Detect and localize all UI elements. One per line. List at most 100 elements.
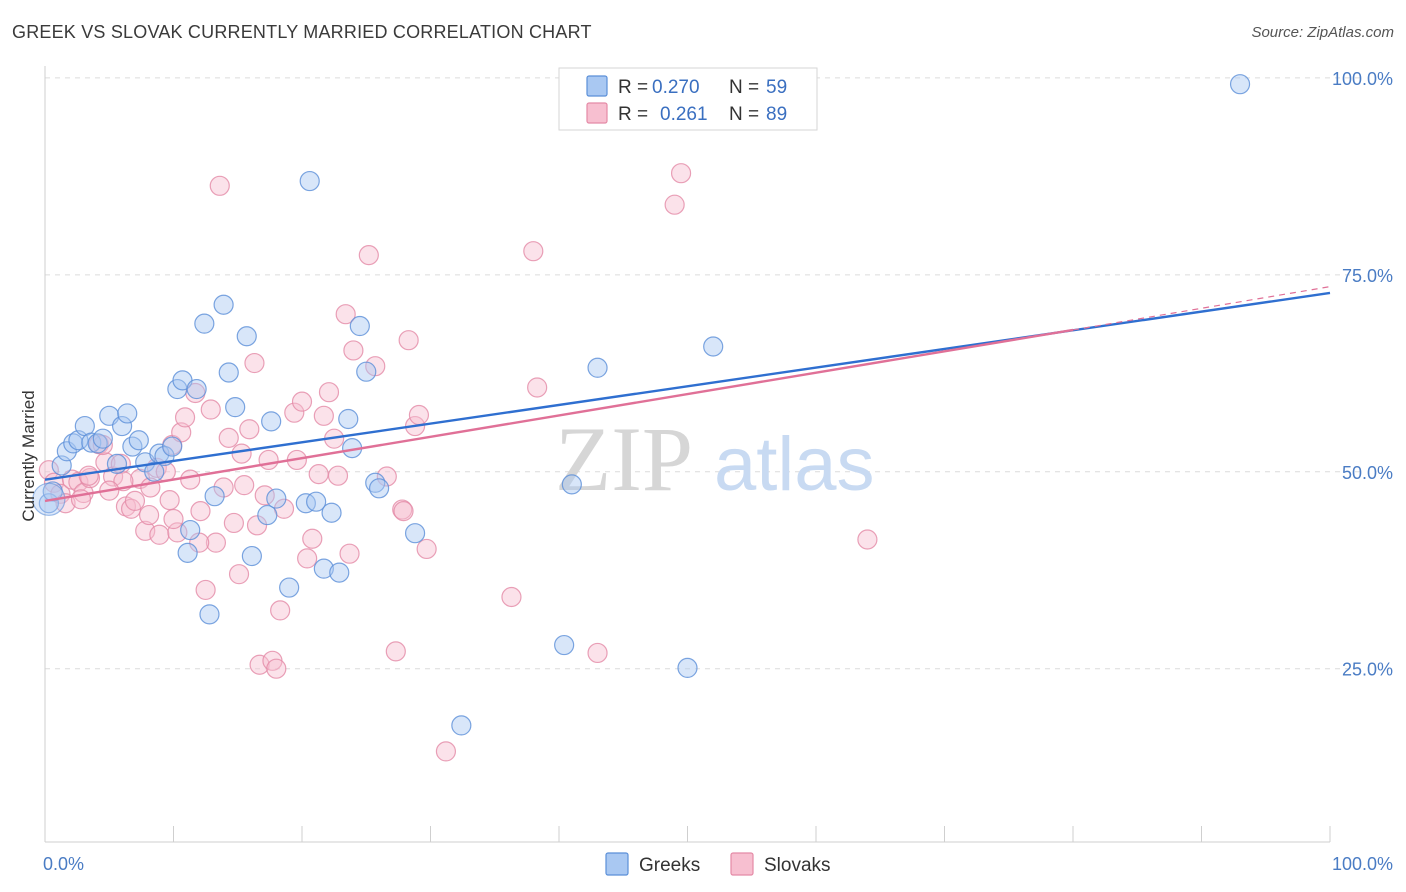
point-slovaks <box>297 548 318 569</box>
legend-r-value-greeks: 0.270 <box>652 77 700 98</box>
bottom-legend: Greeks Slovaks <box>605 852 831 876</box>
point-slovaks <box>408 404 430 426</box>
bottom-legend-swatch-greeks <box>605 852 629 876</box>
point-greeks <box>313 558 334 579</box>
point-slovaks <box>398 330 419 351</box>
point-greeks <box>218 362 239 383</box>
point-slovaks <box>138 504 160 526</box>
point-greeks <box>204 486 225 507</box>
chart-title: GREEK VS SLOVAK CURRENTLY MARRIED CORREL… <box>12 22 592 42</box>
y-axis-label: Currently Married <box>19 390 38 521</box>
point-greeks <box>306 491 327 512</box>
point-greeks <box>225 397 246 418</box>
point-slovaks <box>339 543 360 564</box>
point-slovaks <box>258 449 279 471</box>
legend-r-value-slovaks: 0.261 <box>660 104 708 125</box>
point-slovaks <box>376 466 397 487</box>
point-slovaks <box>501 586 522 608</box>
legend-swatch-greeks <box>586 75 608 97</box>
legend-r-label-greeks: R = <box>618 77 648 98</box>
point-slovaks <box>218 427 239 448</box>
point-greeks <box>321 502 342 523</box>
point-greeks <box>404 523 426 544</box>
point-greeks <box>241 545 262 567</box>
point-slovaks <box>308 464 329 485</box>
x-tick-label: 100.0% <box>1332 854 1393 874</box>
point-slovaks <box>163 508 184 530</box>
y-tick-label: 50.0% <box>1342 463 1393 483</box>
point-greeks <box>177 542 198 563</box>
point-greeks <box>266 488 287 509</box>
point-slovaks <box>670 163 692 184</box>
chart-source: Source: ZipAtlas.com <box>1251 24 1394 41</box>
point-slovaks <box>195 579 216 601</box>
watermark-atlas: atlas <box>714 422 875 507</box>
point-slovaks <box>209 175 230 196</box>
legend-n-label-slovaks: N = <box>729 104 759 125</box>
point-slovaks <box>302 528 323 549</box>
y-tick-label: 75.0% <box>1342 266 1393 286</box>
point-greeks <box>117 403 138 424</box>
point-greeks <box>554 634 575 656</box>
point-slovaks <box>335 304 356 325</box>
legend-n-label-greeks: N = <box>729 77 759 98</box>
point-greeks <box>299 170 320 192</box>
point-slovaks <box>527 377 548 398</box>
point-greeks <box>279 577 300 598</box>
point-slovaks <box>318 382 340 403</box>
axes <box>44 66 1331 843</box>
y-tick-label: 25.0% <box>1342 660 1393 680</box>
point-greeks <box>81 432 102 453</box>
point-greeks <box>295 493 316 514</box>
point-slovaks <box>159 490 180 511</box>
legend: R = 0.270 N = 59 R = 0.261 N = 89 <box>558 67 818 131</box>
point-greeks <box>257 504 278 526</box>
point-greeks <box>128 430 149 451</box>
point-slovaks <box>174 407 196 428</box>
point-slovaks <box>393 501 414 522</box>
point-slovaks <box>416 538 437 560</box>
point-slovaks <box>254 485 275 506</box>
point-slovaks <box>167 522 188 543</box>
trend-line-greeks <box>44 291 1331 481</box>
point-slovaks <box>587 642 608 664</box>
point-slovaks <box>171 422 192 443</box>
point-greeks <box>369 478 390 499</box>
point-greeks <box>111 415 133 437</box>
point-slovaks <box>68 471 89 493</box>
trend-line-slovaks <box>44 328 1074 503</box>
point-greeks <box>561 474 582 495</box>
legend-r-label-slovaks: R = <box>618 104 648 125</box>
point-greeks <box>92 428 113 449</box>
point-slovaks <box>231 443 252 464</box>
point-slovaks <box>78 465 99 486</box>
point-slovaks <box>435 741 457 762</box>
point-slovaks <box>246 515 268 536</box>
y-tick-labels: 25.0% 50.0% 75.0% 100.0% <box>1332 69 1393 680</box>
point-slovaks <box>149 524 170 545</box>
series-slovaks <box>38 70 878 762</box>
y-tick-label: 100.0% <box>1332 69 1393 89</box>
point-slovaks <box>291 391 313 412</box>
point-slovaks <box>270 600 291 621</box>
point-greeks <box>261 411 282 432</box>
point-greeks <box>180 519 201 541</box>
x-tick-labels: 0.0% 100.0% <box>43 854 1393 874</box>
bottom-legend-swatch-slovaks <box>730 852 754 876</box>
legend-n-value-slovaks: 89 <box>766 104 787 125</box>
point-greeks <box>587 357 608 378</box>
point-greeks <box>677 657 698 679</box>
x-tick-label: 0.0% <box>43 854 84 874</box>
point-slovaks <box>343 340 364 361</box>
point-greeks <box>1229 74 1251 95</box>
point-slovaks <box>124 490 146 512</box>
point-slovaks <box>190 501 211 522</box>
point-slovaks <box>313 405 334 426</box>
watermark: ZIP atlas <box>555 408 875 510</box>
point-slovaks <box>205 532 227 553</box>
bottom-legend-label-slovaks: Slovaks <box>764 855 831 876</box>
legend-swatch-slovaks <box>586 102 608 124</box>
point-greeks <box>356 361 377 382</box>
point-slovaks <box>249 654 270 675</box>
